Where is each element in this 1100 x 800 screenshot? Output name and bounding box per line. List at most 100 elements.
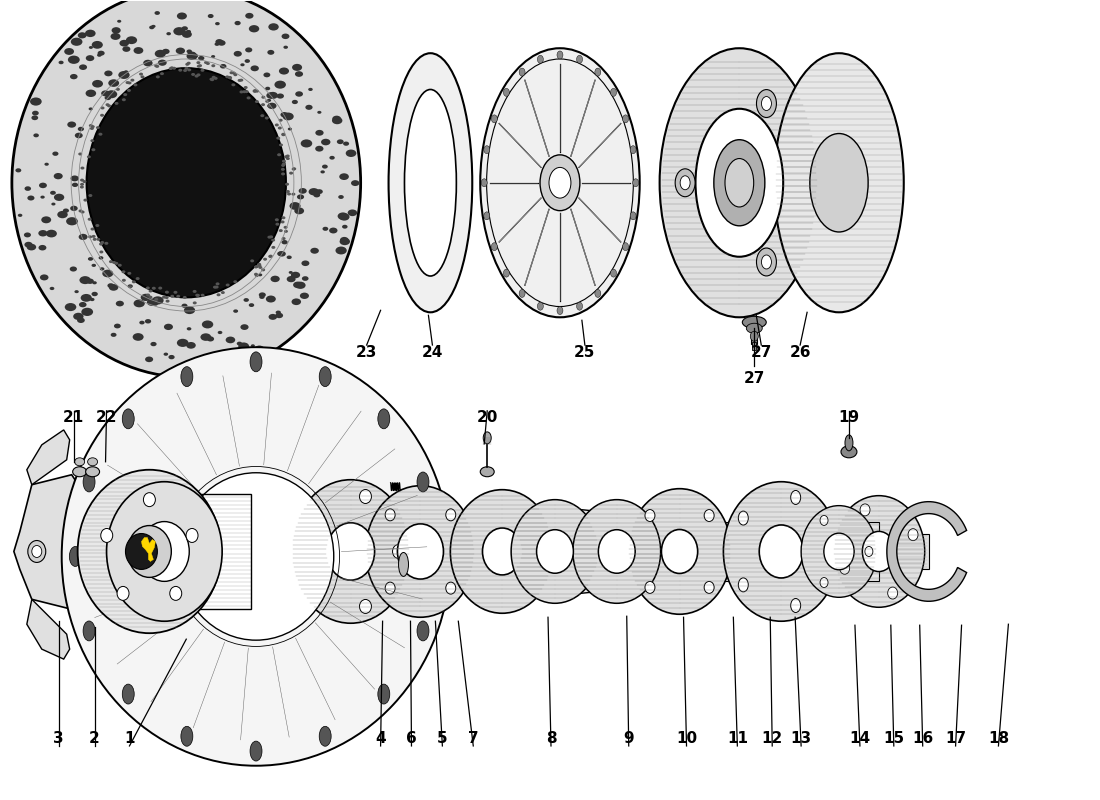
Ellipse shape <box>810 134 868 232</box>
Ellipse shape <box>549 167 571 198</box>
Ellipse shape <box>481 48 640 318</box>
Ellipse shape <box>791 598 801 613</box>
Text: 20: 20 <box>476 410 498 426</box>
Ellipse shape <box>226 283 230 286</box>
Ellipse shape <box>385 509 395 521</box>
Ellipse shape <box>888 587 898 599</box>
Ellipse shape <box>211 64 216 67</box>
Ellipse shape <box>610 269 616 277</box>
Ellipse shape <box>89 107 92 110</box>
Text: 22: 22 <box>96 410 118 426</box>
Ellipse shape <box>80 183 84 186</box>
Ellipse shape <box>90 227 95 230</box>
Ellipse shape <box>74 313 84 320</box>
Polygon shape <box>142 538 155 562</box>
Text: 17: 17 <box>945 731 966 746</box>
Ellipse shape <box>80 166 85 170</box>
Ellipse shape <box>187 51 196 58</box>
Ellipse shape <box>393 545 405 558</box>
Ellipse shape <box>340 238 350 245</box>
Ellipse shape <box>174 27 185 35</box>
Ellipse shape <box>176 295 180 298</box>
Ellipse shape <box>336 246 346 254</box>
Ellipse shape <box>288 127 292 130</box>
Text: 25: 25 <box>574 345 595 360</box>
Ellipse shape <box>398 553 408 576</box>
Ellipse shape <box>450 490 554 614</box>
Ellipse shape <box>280 221 285 223</box>
Ellipse shape <box>148 290 153 293</box>
Ellipse shape <box>385 582 395 594</box>
Ellipse shape <box>195 294 199 297</box>
Ellipse shape <box>213 286 217 289</box>
Ellipse shape <box>143 60 153 66</box>
Ellipse shape <box>116 88 120 91</box>
Ellipse shape <box>109 284 119 290</box>
Ellipse shape <box>714 140 764 226</box>
Ellipse shape <box>492 242 497 250</box>
Ellipse shape <box>78 32 87 38</box>
Ellipse shape <box>166 300 169 302</box>
Ellipse shape <box>317 111 321 114</box>
Ellipse shape <box>79 276 91 284</box>
Ellipse shape <box>388 54 472 312</box>
Ellipse shape <box>759 525 803 578</box>
Ellipse shape <box>75 133 82 138</box>
Ellipse shape <box>209 78 213 81</box>
Ellipse shape <box>186 529 198 542</box>
Ellipse shape <box>299 188 307 194</box>
Ellipse shape <box>100 114 104 117</box>
Ellipse shape <box>258 266 262 269</box>
Ellipse shape <box>101 90 110 96</box>
Ellipse shape <box>286 157 289 160</box>
Ellipse shape <box>44 162 48 166</box>
Ellipse shape <box>70 38 82 46</box>
Ellipse shape <box>308 88 312 91</box>
Ellipse shape <box>86 278 94 284</box>
Ellipse shape <box>125 534 157 570</box>
Ellipse shape <box>40 274 48 281</box>
Text: 11: 11 <box>727 731 748 746</box>
Ellipse shape <box>91 235 96 238</box>
Ellipse shape <box>24 233 31 238</box>
Ellipse shape <box>417 472 429 492</box>
Ellipse shape <box>228 76 232 79</box>
Ellipse shape <box>628 489 732 614</box>
Ellipse shape <box>125 81 130 84</box>
Ellipse shape <box>224 350 229 353</box>
Ellipse shape <box>182 26 188 30</box>
Ellipse shape <box>293 167 296 170</box>
Ellipse shape <box>342 225 348 229</box>
Ellipse shape <box>28 541 46 562</box>
Ellipse shape <box>78 126 84 131</box>
Ellipse shape <box>187 52 198 60</box>
Ellipse shape <box>257 264 262 267</box>
Ellipse shape <box>119 71 130 79</box>
Ellipse shape <box>54 173 63 179</box>
Ellipse shape <box>300 139 312 147</box>
Ellipse shape <box>246 97 251 99</box>
Ellipse shape <box>757 90 777 118</box>
Ellipse shape <box>177 13 187 19</box>
Ellipse shape <box>88 194 92 197</box>
Ellipse shape <box>221 291 224 294</box>
Ellipse shape <box>272 246 275 249</box>
Ellipse shape <box>292 298 301 305</box>
Ellipse shape <box>114 324 121 328</box>
Ellipse shape <box>158 286 162 290</box>
Ellipse shape <box>282 240 288 244</box>
Ellipse shape <box>842 446 857 458</box>
Ellipse shape <box>168 355 175 359</box>
Ellipse shape <box>230 71 233 74</box>
Ellipse shape <box>244 86 248 89</box>
Ellipse shape <box>761 255 771 269</box>
Ellipse shape <box>122 409 134 429</box>
Ellipse shape <box>266 92 275 98</box>
Ellipse shape <box>267 102 276 109</box>
Ellipse shape <box>276 137 280 140</box>
Ellipse shape <box>316 146 323 151</box>
Ellipse shape <box>262 96 265 98</box>
Bar <box>351 510 410 594</box>
Ellipse shape <box>240 63 244 66</box>
Ellipse shape <box>133 333 144 341</box>
